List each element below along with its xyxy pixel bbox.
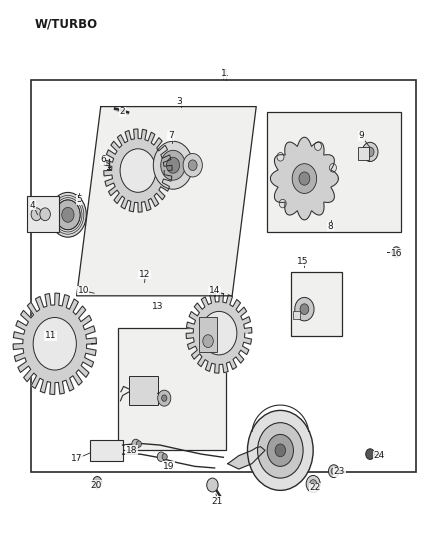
Text: 13: 13 [152,302,163,311]
Circle shape [33,318,76,370]
Circle shape [162,395,167,401]
Circle shape [328,465,339,478]
Circle shape [207,478,218,492]
Circle shape [31,208,42,221]
Text: 12: 12 [139,270,150,279]
Text: 14: 14 [209,286,220,295]
Polygon shape [271,138,338,220]
Text: 18: 18 [126,446,137,455]
Text: 3: 3 [177,97,183,106]
Text: 10: 10 [78,286,89,295]
Circle shape [306,475,320,492]
Polygon shape [13,293,96,394]
Circle shape [201,311,237,355]
Text: W/TURBO: W/TURBO [35,17,98,30]
Circle shape [153,141,193,189]
Bar [267,112,401,232]
Circle shape [203,335,213,348]
Circle shape [162,454,167,460]
Bar [291,272,342,336]
Circle shape [49,192,86,237]
Circle shape [366,449,374,459]
Polygon shape [228,447,265,469]
Bar [199,317,217,352]
Text: 24: 24 [373,451,385,460]
Text: 19: 19 [163,462,174,471]
Text: 17: 17 [71,454,82,463]
Text: 5: 5 [76,196,82,204]
Bar [118,328,226,450]
Polygon shape [104,129,172,212]
Circle shape [310,480,317,488]
Text: 22: 22 [310,483,321,492]
Circle shape [158,390,171,406]
Circle shape [329,164,336,172]
Bar [129,376,158,405]
Circle shape [362,142,378,161]
Text: 9: 9 [358,132,364,140]
Polygon shape [77,107,256,296]
Circle shape [277,152,284,161]
Text: 16: 16 [391,249,402,257]
Circle shape [157,452,165,462]
Circle shape [183,154,202,177]
Circle shape [120,149,156,192]
Circle shape [166,157,180,173]
Text: 6: 6 [100,156,106,164]
Circle shape [331,468,336,474]
Text: 21: 21 [211,497,223,505]
Text: 7: 7 [168,132,174,140]
Text: 2: 2 [120,108,125,116]
Circle shape [62,207,74,222]
Polygon shape [186,293,252,373]
Circle shape [279,199,286,208]
Circle shape [299,172,310,185]
Circle shape [267,434,293,466]
Circle shape [132,439,140,449]
Text: 11: 11 [45,332,56,340]
Text: 1: 1 [220,69,226,78]
Circle shape [93,477,102,487]
Text: 23: 23 [334,467,345,476]
Bar [27,196,59,232]
Circle shape [258,423,303,478]
Circle shape [247,410,313,490]
Circle shape [40,208,50,221]
Circle shape [136,441,141,447]
Circle shape [366,147,374,157]
Bar [358,147,369,160]
Circle shape [275,444,286,457]
Circle shape [300,304,309,314]
Circle shape [292,164,317,193]
Bar [31,80,416,472]
Text: 20: 20 [91,481,102,489]
Bar [293,311,300,319]
Circle shape [314,142,321,150]
Circle shape [392,247,401,257]
Circle shape [56,200,80,230]
Text: 1: 1 [223,69,229,78]
Circle shape [188,160,197,171]
Text: 4: 4 [30,201,35,209]
Text: 8: 8 [328,222,334,231]
Circle shape [161,150,185,180]
Bar [90,440,123,461]
Text: 15: 15 [297,257,308,265]
Circle shape [295,297,314,321]
